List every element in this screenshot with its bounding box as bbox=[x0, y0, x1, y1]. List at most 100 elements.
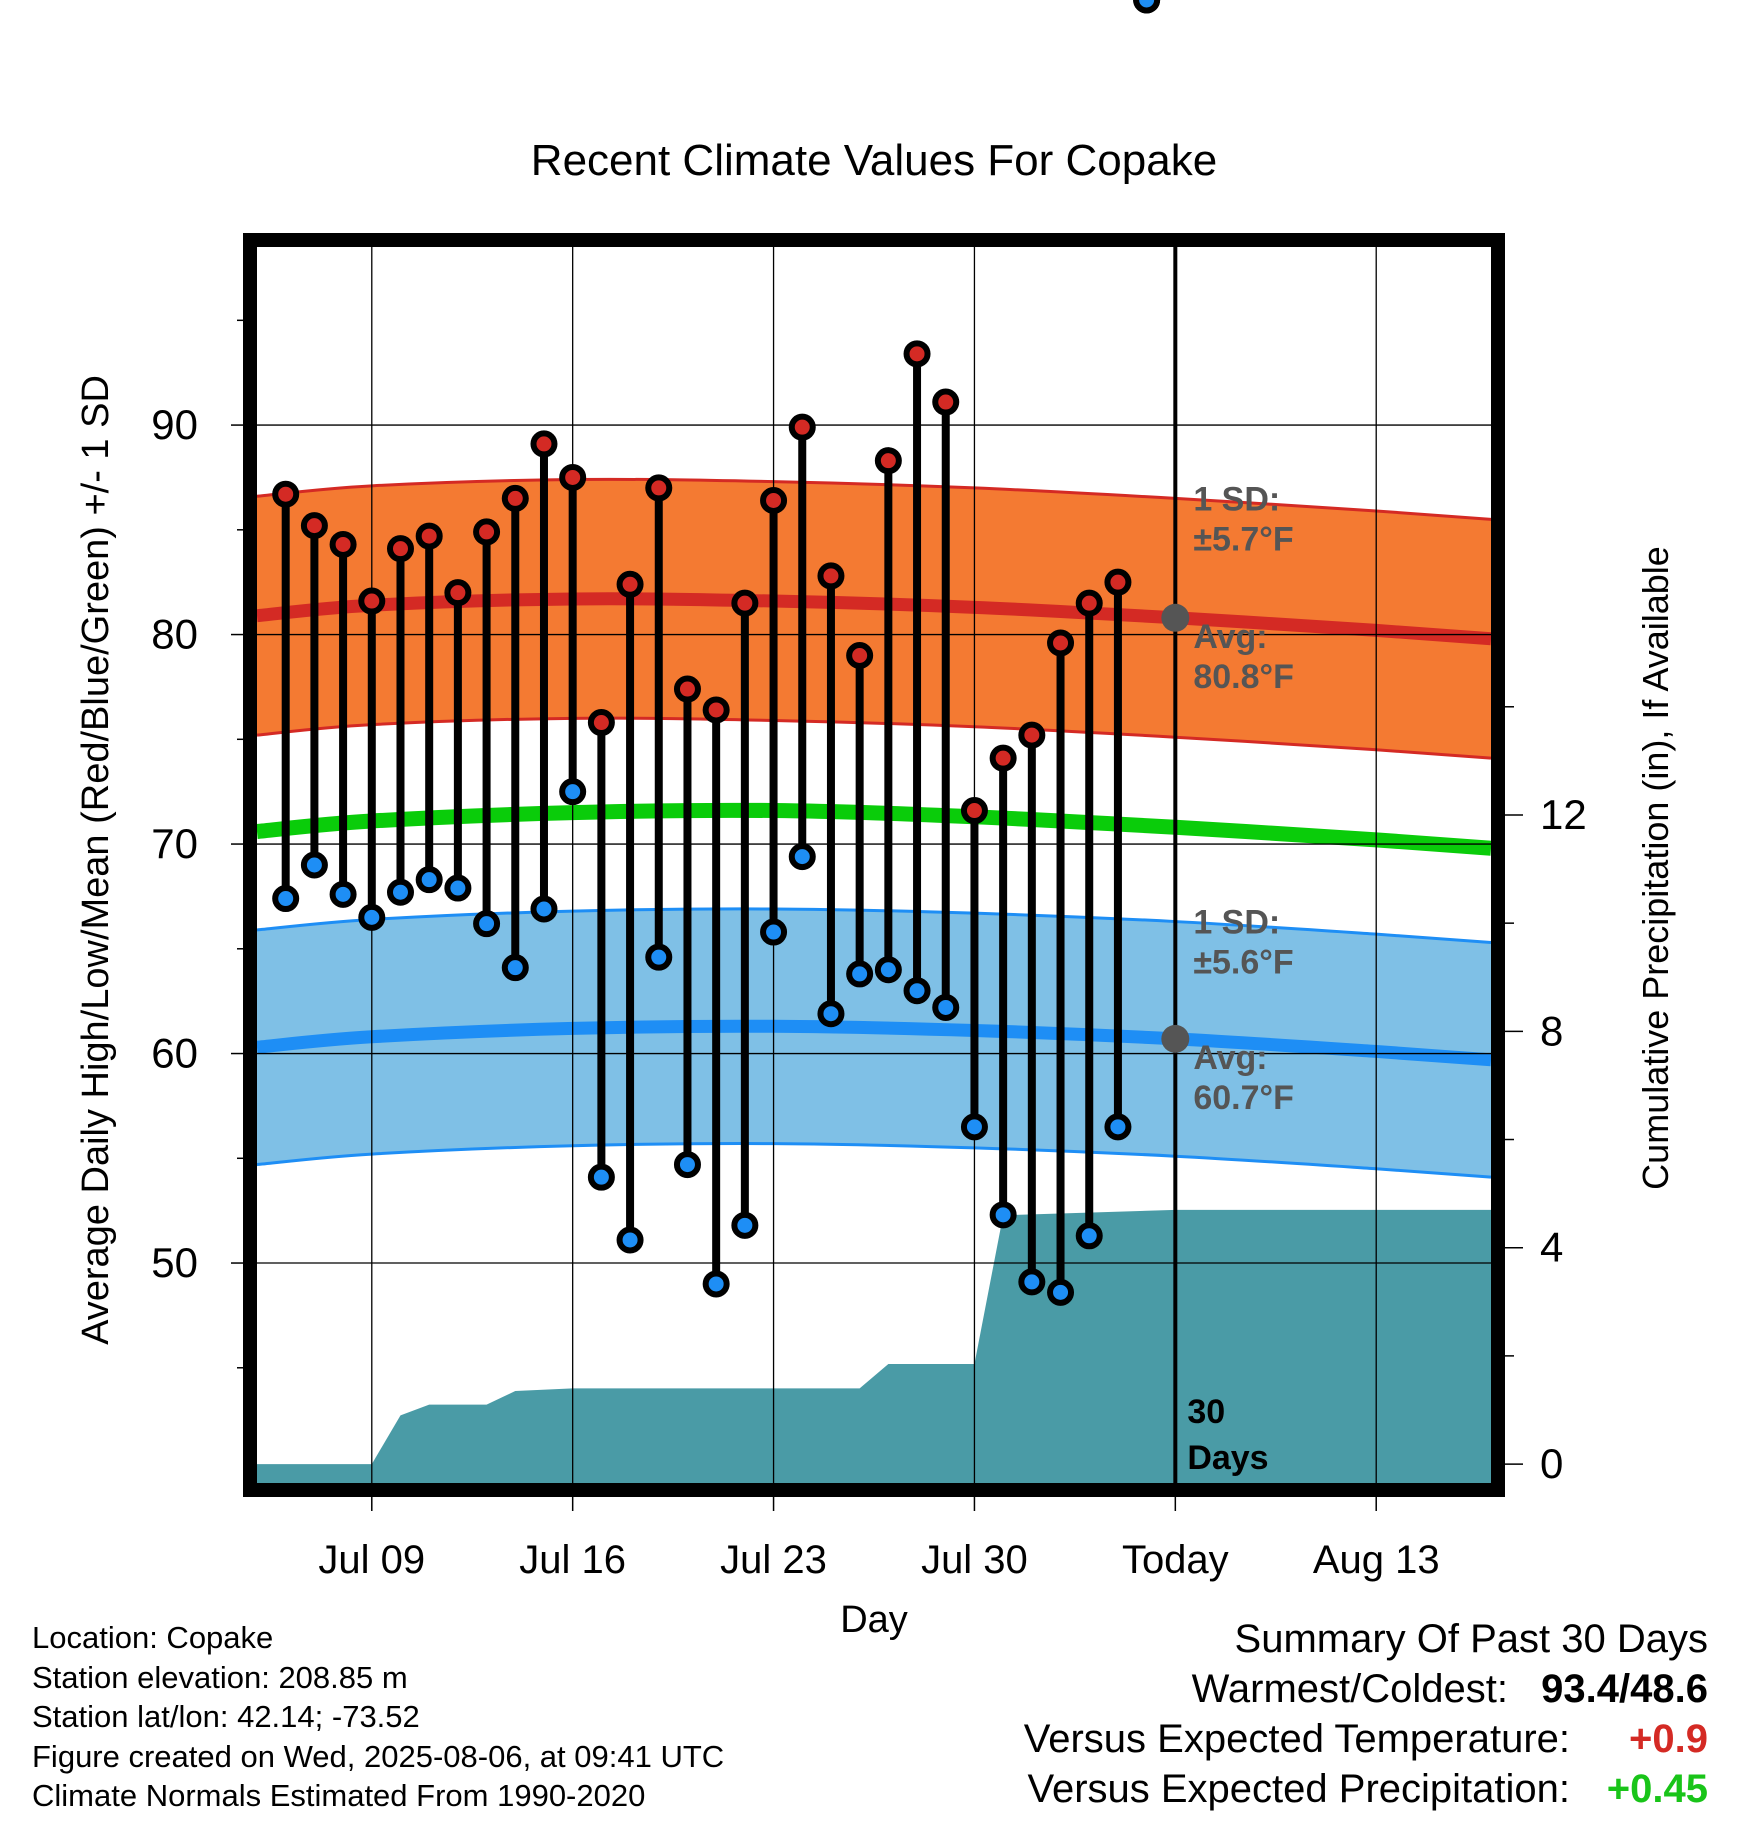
low-avg-value: 60.7°F bbox=[1193, 1079, 1294, 1117]
high-avg-label: Avg: bbox=[1193, 618, 1267, 656]
daily-low-point bbox=[903, 977, 931, 1005]
daily-low-point bbox=[645, 943, 673, 971]
daily-high-point bbox=[559, 463, 587, 491]
daily-high-point bbox=[272, 480, 300, 508]
latlon-text: Station lat/lon: 42.14; -73.52 bbox=[32, 1699, 420, 1734]
daily-low-point bbox=[731, 1211, 759, 1239]
y-right-tick-label: 0 bbox=[1540, 1440, 1563, 1487]
y-right-tick-label: 8 bbox=[1540, 1007, 1563, 1054]
daily-high-point bbox=[932, 388, 960, 416]
low-sd-band-lower-edge bbox=[256, 1142, 1492, 1179]
daily-high-point bbox=[616, 570, 644, 598]
daily-high-point bbox=[386, 535, 414, 563]
daily-high-point bbox=[817, 562, 845, 590]
daily-high-point bbox=[473, 518, 501, 546]
daily-low-point bbox=[272, 885, 300, 913]
low-sd-band bbox=[257, 908, 1491, 1178]
daily-low-point bbox=[616, 1226, 644, 1254]
daily-low-point bbox=[932, 993, 960, 1021]
daily-low-point bbox=[788, 843, 816, 871]
warmest-coldest-label: Warmest/Coldest: bbox=[1191, 1667, 1508, 1711]
today-low-avg-marker bbox=[1161, 1024, 1190, 1053]
days-count-unit: Days bbox=[1187, 1439, 1268, 1477]
daily-high-point bbox=[501, 484, 529, 512]
daily-low-point bbox=[989, 1201, 1017, 1229]
precipitation-label: Versus Expected Precipitation: bbox=[1027, 1767, 1570, 1811]
daily-high-point bbox=[645, 474, 673, 502]
daily-high-point bbox=[1047, 629, 1075, 657]
high-sd-value: ±5.7°F bbox=[1193, 520, 1293, 558]
daily-low-point bbox=[415, 866, 443, 894]
temperature-value: +0.9 bbox=[1629, 1717, 1708, 1761]
high-sd-band bbox=[257, 479, 1491, 759]
high-sd-label: 1 SD: bbox=[1193, 480, 1280, 518]
daily-high-point bbox=[702, 696, 730, 724]
y-axis-label-right: Cumulative Precipitation (in), If Availa… bbox=[1635, 546, 1676, 1190]
today-high-avg-marker bbox=[1161, 603, 1190, 632]
daily-low-point bbox=[874, 956, 902, 984]
daily-low-point bbox=[587, 1163, 615, 1191]
x-tick-label: Aug 13 bbox=[1313, 1538, 1440, 1582]
daily-low-point bbox=[329, 880, 357, 908]
daily-low-point bbox=[1018, 1268, 1046, 1296]
daily-low-point bbox=[760, 918, 788, 946]
location-text: Location: Copake bbox=[32, 1620, 274, 1655]
high-sd-band-upper-edge bbox=[256, 477, 1492, 521]
daily-high-point bbox=[1104, 568, 1132, 596]
daily-high-point bbox=[530, 430, 558, 458]
low-sd-value: ±5.6°F bbox=[1193, 944, 1293, 982]
daily-high-point bbox=[760, 486, 788, 514]
daily-high-point bbox=[960, 797, 988, 825]
summary-panel: Summary Of Past 30 Days Warmest/Coldest:… bbox=[948, 1614, 1708, 1814]
daily-low-point bbox=[702, 1270, 730, 1298]
y-right-tick-label: 12 bbox=[1540, 791, 1587, 838]
daily-high-point bbox=[903, 340, 931, 368]
daily-high-point bbox=[1018, 721, 1046, 749]
daily-high-point bbox=[358, 587, 386, 615]
x-axis-label: Day bbox=[840, 1599, 908, 1641]
summary-row-warmest-coldest: Warmest/Coldest: 93.4/48.6 bbox=[948, 1664, 1708, 1714]
x-tick-label: Jul 16 bbox=[519, 1538, 626, 1582]
daily-high-point bbox=[587, 709, 615, 737]
daily-low-point bbox=[473, 910, 501, 938]
y-left-tick-label: 80 bbox=[151, 611, 198, 658]
low-avg-label: Avg: bbox=[1193, 1039, 1267, 1077]
daily-low-point bbox=[444, 874, 472, 902]
daily-low-point bbox=[960, 1113, 988, 1141]
x-tick-label: Jul 30 bbox=[921, 1538, 1028, 1582]
daily-high-point bbox=[300, 512, 328, 540]
daily-high-point bbox=[989, 744, 1017, 772]
daily-high-point bbox=[874, 447, 902, 475]
daily-low-point bbox=[358, 903, 386, 931]
summary-title: Summary Of Past 30 Days bbox=[1234, 1617, 1708, 1661]
daily-low-point bbox=[1075, 1222, 1103, 1250]
daily-high-point bbox=[846, 642, 874, 670]
daily-low-point bbox=[559, 778, 587, 806]
summary-row-precipitation: Versus Expected Precipitation: +0.45 bbox=[948, 1764, 1708, 1814]
normal-low-line bbox=[256, 1019, 1492, 1067]
chart-title: Recent Climate Values For Copake bbox=[531, 136, 1217, 185]
daily-low-point bbox=[1047, 1278, 1075, 1306]
x-tick-label: Jul 23 bbox=[720, 1538, 827, 1582]
normal-mean-line bbox=[256, 802, 1492, 856]
daily-high-point bbox=[329, 530, 357, 558]
daily-high-point bbox=[731, 589, 759, 617]
y-right-tick-label: 4 bbox=[1540, 1224, 1563, 1271]
y-left-tick-label: 50 bbox=[151, 1239, 198, 1286]
daily-high-point bbox=[673, 675, 701, 703]
x-tick-label: Jul 09 bbox=[318, 1538, 425, 1582]
low-sd-band-upper-edge bbox=[256, 907, 1492, 945]
y-left-tick-label: 60 bbox=[151, 1030, 198, 1077]
daily-high-point bbox=[444, 579, 472, 607]
plot-frame bbox=[243, 233, 1505, 1497]
temperature-label: Versus Expected Temperature: bbox=[1023, 1717, 1570, 1761]
summary-row-temperature: Versus Expected Temperature: +0.9 bbox=[948, 1714, 1708, 1764]
daily-high-point bbox=[1075, 589, 1103, 617]
warmest-coldest-value: 93.4/48.6 bbox=[1541, 1667, 1708, 1711]
x-tick-label: Today bbox=[1122, 1538, 1229, 1582]
precipitation-area bbox=[257, 1209, 1491, 1483]
created-text: Figure created on Wed, 2025-08-06, at 09… bbox=[32, 1738, 725, 1774]
normals-text: Climate Normals Estimated From 1990-2020 bbox=[32, 1778, 646, 1813]
daily-low-point bbox=[300, 851, 328, 879]
